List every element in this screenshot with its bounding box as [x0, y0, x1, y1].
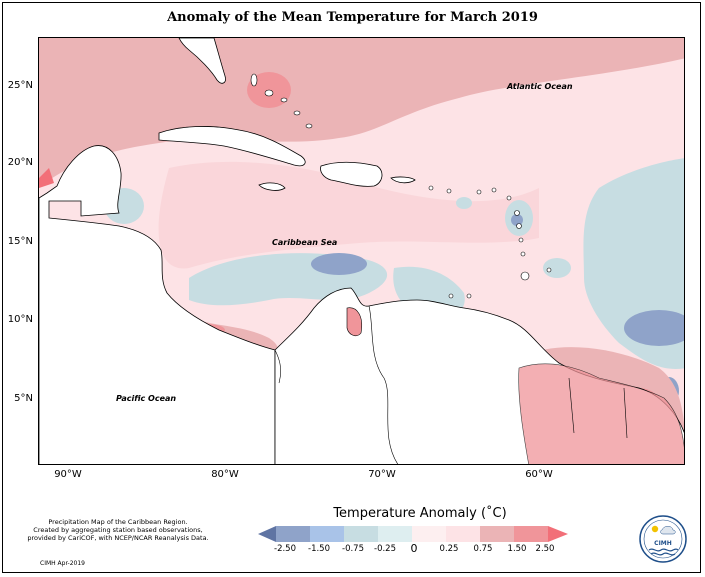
legend-colorbar: [258, 526, 568, 542]
cimh-logo: CIMH: [639, 515, 687, 563]
anomaly-cool-lesser: [456, 197, 472, 209]
label-caribbean-sea: Caribbean Sea: [272, 238, 338, 247]
land-guianas-overlay: [518, 363, 684, 464]
lat-label-10n: 10°N: [7, 314, 33, 325]
border-guyana-suriname: [568, 377, 575, 434]
land-hispaniola: [320, 161, 383, 187]
anomaly-band-north: [39, 38, 684, 188]
legend-tick-pos-0-75: 0.75: [473, 544, 493, 554]
legend-tick-pos-0-25: 0.25: [439, 544, 459, 554]
land-maracaibo-warm: [346, 307, 362, 337]
credits-line-2: Created by aggregating station based obs…: [33, 526, 203, 534]
legend-swatch-pos-1-50: [514, 526, 548, 542]
lon-label-70w: 70°W: [368, 469, 396, 480]
sun-icon: [651, 525, 659, 533]
legend-tick-neg-0-25: -0.25: [374, 544, 396, 554]
land-jamaica: [258, 182, 286, 191]
lon-label-90w: 90°W: [54, 469, 82, 480]
lat-label-5n: 5°N: [14, 393, 33, 404]
anomaly-map: [39, 38, 684, 464]
logo-ring: [639, 515, 687, 563]
legend-swatch-pos-0-75: [480, 526, 514, 542]
legend-title: Temperature Anomaly (˚C): [333, 506, 507, 521]
land-bahamas: [250, 73, 313, 129]
lat-label-25n: 25°N: [7, 80, 33, 91]
legend-tick-neg-2-50: -2.50: [274, 544, 296, 554]
lat-label-20n: 20°N: [7, 157, 33, 168]
land-lesser-antilles: [428, 185, 552, 299]
legend-tick-neg-1-50: -1.50: [308, 544, 330, 554]
anomaly-cold-antilles: [511, 214, 523, 226]
border-panama-colombia: [274, 349, 281, 384]
legend-swatch-neg-2-50: [258, 526, 276, 542]
lon-label-60w: 60°W: [525, 469, 553, 480]
border-colombia-venezuela: [368, 305, 399, 464]
land-central-america: [39, 145, 276, 464]
label-pacific-ocean: Pacific Ocean: [116, 394, 177, 403]
credits-line-3: provided by CariCOF, with NCEP/NCAR Rean…: [27, 534, 209, 542]
land-cuba: [158, 126, 306, 167]
anomaly-cold-east: [624, 310, 684, 346]
legend-swatch-pos-0: [412, 526, 446, 542]
anomaly-band-caribbean: [158, 161, 539, 269]
anomaly-cold-caribbean: [311, 253, 367, 275]
anomaly-warm-mexico: [39, 168, 54, 188]
land-puerto-rico: [390, 176, 416, 184]
legend-swatch-neg-0-25: [344, 526, 378, 542]
logo-text: CIMH: [654, 540, 672, 547]
legend-swatch-pos-0-25: [446, 526, 480, 542]
anomaly-cool-trinidad: [543, 258, 571, 278]
credits-line-1: Precipitation Map of the Caribbean Regio…: [48, 518, 188, 526]
lat-label-15n: 15°N: [7, 236, 33, 247]
legend-tick-pos-1-50: 1.50: [507, 544, 527, 554]
wave-icon-2: [650, 552, 676, 556]
logo-inner-ring: [643, 519, 683, 559]
map-title: Anomaly of the Mean Temperature for Marc…: [167, 10, 538, 25]
map-panel: [38, 37, 685, 465]
legend-tick-zero: 0: [410, 542, 418, 555]
legend-swatch-pos-2-50: [548, 526, 568, 542]
wave-icon: [648, 548, 679, 552]
legend-swatch-neg-0-75: [310, 526, 344, 542]
legend-tick-neg-0-75: -0.75: [342, 544, 364, 554]
land-florida: [178, 38, 226, 84]
legend-swatch-neg-1-50: [276, 526, 310, 542]
legend-tick-pos-2-50: 2.50: [535, 544, 555, 554]
credits-block: Precipitation Map of the Caribbean Regio…: [18, 518, 218, 542]
cloud-icon: [660, 526, 676, 535]
border-suriname-fguiana: [623, 387, 628, 439]
credits-stamp: CIMH Apr-2019: [40, 560, 85, 567]
label-atlantic-ocean: Atlantic Ocean: [507, 82, 573, 91]
lon-label-80w: 80°W: [211, 469, 239, 480]
legend-swatch-neg-0: [378, 526, 412, 542]
